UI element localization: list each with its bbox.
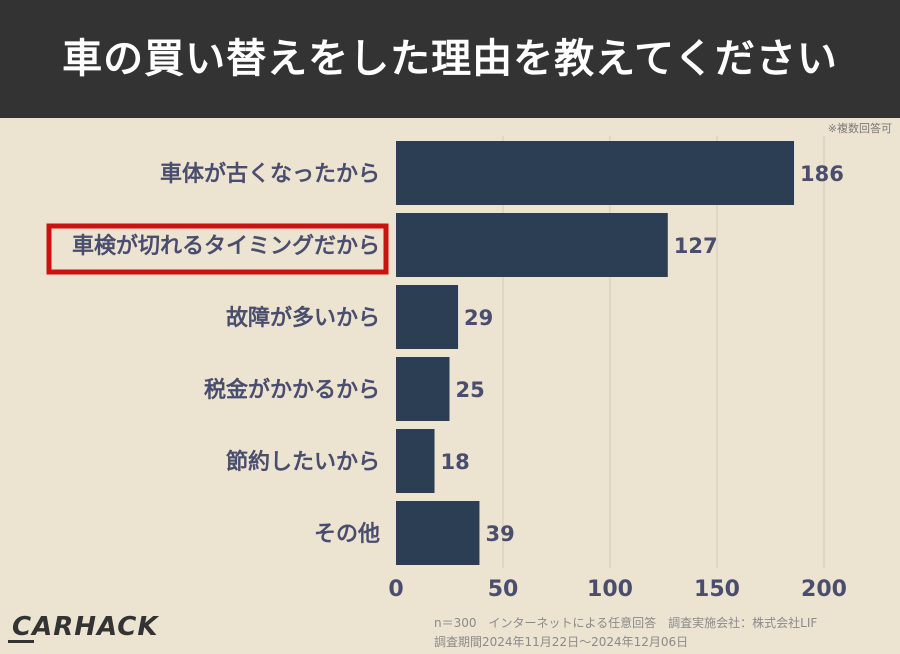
bar-chart: 車体が古くなったから車検が切れるタイミングだから故障が多いから税金がかかるから節…	[46, 136, 847, 602]
value-label: 25	[456, 378, 485, 402]
survey-period: 調査期間2024年11月22日〜2024年12月06日	[434, 635, 689, 649]
category-labels: 車体が古くなったから車検が切れるタイミングだから故障が多いから税金がかかるから節…	[72, 161, 380, 547]
bar	[396, 357, 450, 421]
value-label: 18	[441, 450, 470, 474]
x-tick-label: 0	[388, 577, 403, 602]
bar	[396, 141, 795, 205]
x-tick-label: 100	[587, 577, 633, 602]
highlight-box	[46, 223, 389, 275]
category-label: その他	[314, 522, 380, 547]
grid-lines	[502, 136, 825, 568]
value-label: 186	[800, 162, 844, 186]
category-label: 節約したいから	[226, 449, 380, 475]
x-tick-label: 50	[488, 577, 519, 602]
bar	[396, 501, 480, 565]
multiple-answer-note: ※複数回答可	[827, 122, 892, 135]
value-label: 39	[485, 522, 514, 546]
bar	[396, 213, 668, 277]
logo-underline	[8, 640, 34, 643]
page-title: 車の買い替えをした理由を教えてください	[62, 36, 838, 82]
value-label: 29	[464, 306, 493, 330]
category-label: 故障が多いから	[226, 305, 380, 331]
category-label: 車検が切れるタイミングだから	[72, 233, 380, 259]
x-tick-label: 150	[694, 577, 740, 602]
x-tick-label: 200	[801, 577, 847, 602]
bars	[396, 141, 795, 565]
bar	[396, 429, 435, 493]
bar	[396, 285, 459, 349]
value-labels: 186 127 29 25 18 39	[441, 162, 844, 546]
category-label: 車体が古くなったから	[160, 161, 380, 187]
x-tick-labels: 0 50 100 150 200	[388, 577, 847, 602]
carhack-logo: CARHACK	[12, 612, 159, 642]
category-label: 税金がかかるから	[204, 377, 380, 403]
survey-footer: n＝300 インターネットによる任意回答 調査実施会社：株式会社LIF 調査期間…	[434, 614, 817, 652]
value-label: 127	[674, 234, 718, 258]
header-bar: 車の買い替えをした理由を教えてください	[0, 0, 900, 118]
survey-method: n＝300 インターネットによる任意回答 調査実施会社：株式会社LIF	[434, 616, 818, 630]
